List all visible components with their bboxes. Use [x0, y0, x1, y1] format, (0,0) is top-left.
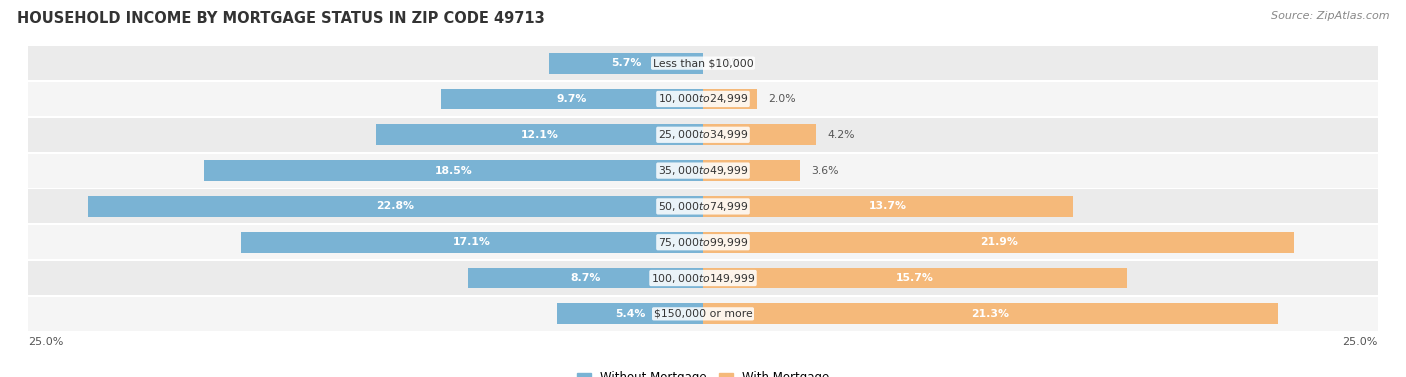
Text: 18.5%: 18.5% [434, 166, 472, 176]
Text: 8.7%: 8.7% [571, 273, 600, 283]
Text: 3.6%: 3.6% [811, 166, 838, 176]
Text: Less than $10,000: Less than $10,000 [652, 58, 754, 68]
Text: 5.7%: 5.7% [610, 58, 641, 68]
Text: HOUSEHOLD INCOME BY MORTGAGE STATUS IN ZIP CODE 49713: HOUSEHOLD INCOME BY MORTGAGE STATUS IN Z… [17, 11, 544, 26]
Bar [703, 124, 817, 145]
Bar [242, 232, 703, 253]
Bar [441, 89, 703, 109]
Text: $25,000 to $34,999: $25,000 to $34,999 [658, 128, 748, 141]
Bar [377, 124, 703, 145]
Text: 9.7%: 9.7% [557, 94, 588, 104]
Text: 21.9%: 21.9% [980, 237, 1018, 247]
Text: 12.1%: 12.1% [520, 130, 558, 140]
Bar [703, 160, 800, 181]
Legend: Without Mortgage, With Mortgage: Without Mortgage, With Mortgage [572, 366, 834, 377]
Bar [87, 196, 703, 217]
Bar [703, 232, 1294, 253]
Text: 25.0%: 25.0% [28, 337, 63, 347]
Bar [28, 82, 1378, 116]
Text: $35,000 to $49,999: $35,000 to $49,999 [658, 164, 748, 177]
Text: $75,000 to $99,999: $75,000 to $99,999 [658, 236, 748, 249]
Bar [703, 268, 1126, 288]
Text: 17.1%: 17.1% [453, 237, 491, 247]
Text: $150,000 or more: $150,000 or more [654, 309, 752, 319]
Text: 2.0%: 2.0% [768, 94, 796, 104]
Text: $50,000 to $74,999: $50,000 to $74,999 [658, 200, 748, 213]
Bar [28, 261, 1378, 295]
Text: 21.3%: 21.3% [972, 309, 1010, 319]
Bar [550, 53, 703, 74]
Text: 25.0%: 25.0% [1343, 337, 1378, 347]
Bar [28, 153, 1378, 188]
Bar [28, 118, 1378, 152]
Bar [468, 268, 703, 288]
Text: 4.2%: 4.2% [827, 130, 855, 140]
Bar [28, 46, 1378, 80]
Bar [28, 297, 1378, 331]
Text: 15.7%: 15.7% [896, 273, 934, 283]
Text: 13.7%: 13.7% [869, 201, 907, 211]
Bar [557, 303, 703, 324]
Text: 22.8%: 22.8% [377, 201, 415, 211]
Bar [204, 160, 703, 181]
Bar [28, 225, 1378, 259]
Bar [703, 303, 1278, 324]
Text: $100,000 to $149,999: $100,000 to $149,999 [651, 271, 755, 285]
Text: 0.0%: 0.0% [714, 58, 741, 68]
Bar [703, 89, 756, 109]
Text: Source: ZipAtlas.com: Source: ZipAtlas.com [1271, 11, 1389, 21]
Bar [28, 189, 1378, 224]
Bar [703, 196, 1073, 217]
Text: $10,000 to $24,999: $10,000 to $24,999 [658, 92, 748, 106]
Text: 5.4%: 5.4% [614, 309, 645, 319]
